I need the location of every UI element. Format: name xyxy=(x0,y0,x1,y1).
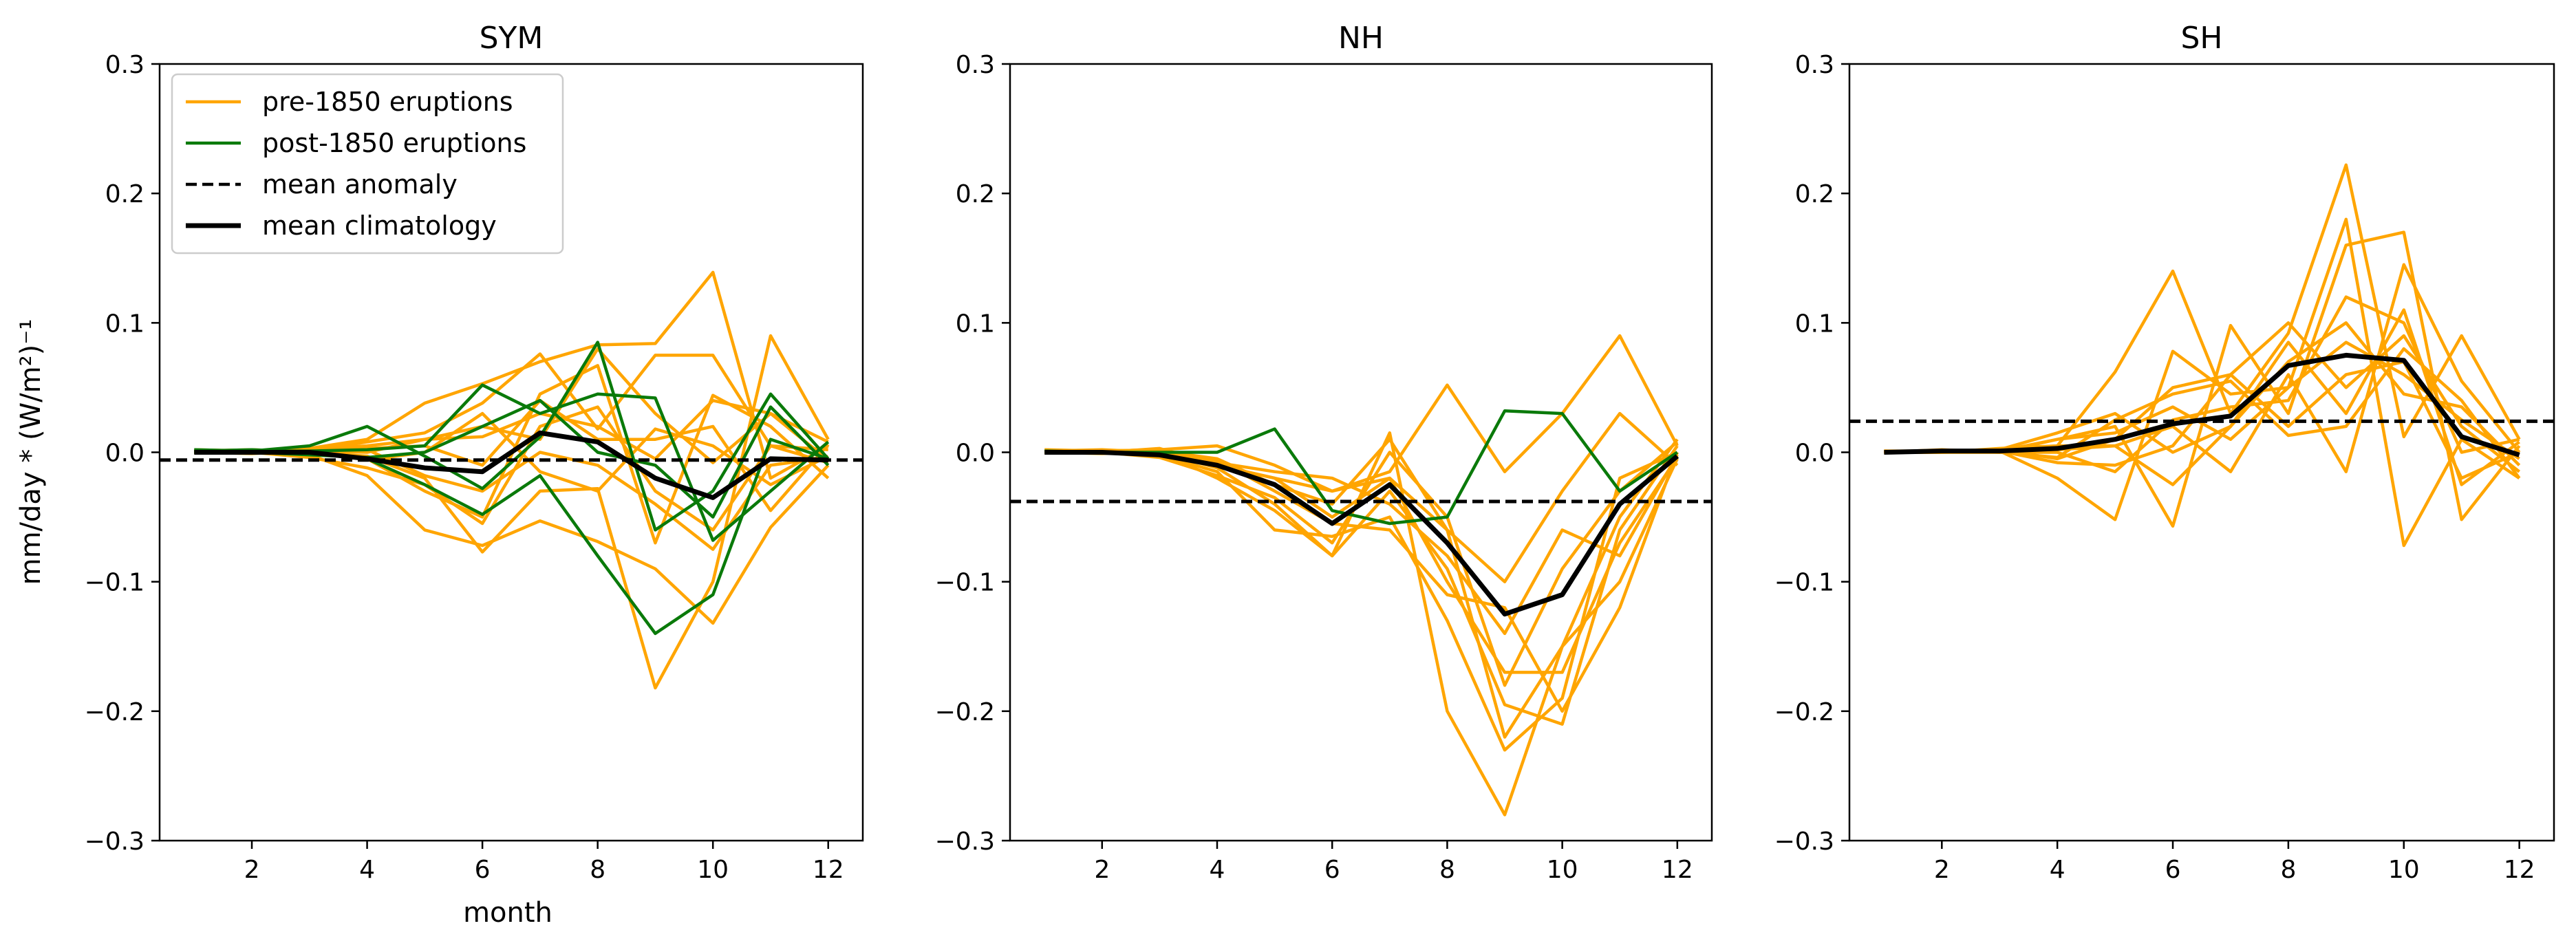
panel-title: SH xyxy=(2180,21,2222,56)
plot-area-nh xyxy=(1010,334,1712,817)
x-tick-label: 6 xyxy=(1324,856,1340,884)
x-tick-label: 6 xyxy=(475,856,491,884)
pre1850-line-9 xyxy=(1044,448,1679,713)
y-tick-label: 0.3 xyxy=(105,51,144,79)
y-tick-label: 0.1 xyxy=(956,310,995,338)
x-tick-label: 2 xyxy=(1094,856,1110,884)
panel-sym: 2 4 6 8 10 12 −0.3 −0.2 −0.1 0.0 0.1 0.2 0.3 SYM xyxy=(85,21,864,884)
y-tick-label: −0.2 xyxy=(935,698,995,726)
mean-climatology-line xyxy=(1884,352,2520,457)
x-tick-label: 12 xyxy=(813,856,844,884)
legend-item-pre1850: pre-1850 eruptions xyxy=(186,87,513,117)
y-tick-label: 0.2 xyxy=(1795,180,1834,208)
x-tick-label: 2 xyxy=(1934,856,1950,884)
post1850-line-2 xyxy=(194,438,829,636)
x-tick-label: 4 xyxy=(1210,856,1225,884)
x-tick-label: 6 xyxy=(2165,856,2181,884)
pre1850-line-7 xyxy=(194,405,829,532)
pre1850-line-5 xyxy=(1044,444,1679,726)
x-tick-label: 4 xyxy=(359,856,375,884)
legend-label-pre1850: pre-1850 eruptions xyxy=(262,87,513,117)
legend-frame xyxy=(171,73,564,255)
legend-label-mean-climatology: mean climatology xyxy=(262,210,497,241)
x-tick-label: 12 xyxy=(1662,856,1693,884)
pre1850-line-3 xyxy=(1884,230,2521,528)
y-tick-label: −0.1 xyxy=(85,569,144,597)
x-tick-label: 8 xyxy=(1439,856,1455,884)
plot-area-sym xyxy=(160,270,863,690)
y-tick-label: 0.1 xyxy=(1795,310,1834,338)
pre1850-line-2 xyxy=(1044,334,1679,493)
plot-area-sh xyxy=(1849,163,2554,548)
y-tick-label: 0.0 xyxy=(1795,440,1834,468)
legend-item-mean-climatology: mean climatology xyxy=(186,210,497,241)
mean-climatology-line xyxy=(194,430,828,500)
panel-sh: 2 4 6 8 10 12 −0.3 −0.2 −0.1 0.0 0.1 0.2 0.3 SH xyxy=(1774,21,2555,884)
y-tick-label: 0.0 xyxy=(105,440,144,468)
mean-climatology-line xyxy=(1044,450,1679,617)
x-tick-label: 12 xyxy=(2504,856,2535,884)
y-tick-label: −0.2 xyxy=(85,698,144,726)
y-tick-label: −0.1 xyxy=(935,569,995,597)
y-tick-label: −0.3 xyxy=(1774,828,1834,856)
x-tick-label: 10 xyxy=(2388,856,2420,884)
x-tick-label: 8 xyxy=(2280,856,2296,884)
x-tick-label: 2 xyxy=(244,856,260,884)
y-tick-label: −0.3 xyxy=(935,828,995,856)
x-tick-label: 10 xyxy=(697,856,729,884)
y-tick-label: 0.1 xyxy=(105,310,144,338)
y-tick-label: 0.3 xyxy=(1795,51,1834,79)
x-tick-label: 4 xyxy=(2050,856,2065,884)
y-tick-label: 0.2 xyxy=(105,180,144,208)
y-axis-title: mm/day * (W/m²)⁻¹ xyxy=(15,319,47,585)
y-tick-label: −0.2 xyxy=(1774,698,1834,726)
y-tick-label: 0.3 xyxy=(956,51,995,79)
x-tick-label: 10 xyxy=(1547,856,1578,884)
legend-label-post1850: post-1850 eruptions xyxy=(262,128,526,158)
legend-item-mean-anomaly: mean anomaly xyxy=(186,169,458,199)
panel-title: SYM xyxy=(480,21,544,56)
panel-title: NH xyxy=(1338,21,1384,56)
x-tick-label: 8 xyxy=(590,856,605,884)
legend-label-mean-anomaly: mean anomaly xyxy=(262,169,458,199)
panel-nh: 2 4 6 8 10 12 −0.3 −0.2 −0.1 0.0 0.1 0.2 0.3 NH xyxy=(935,21,1713,884)
y-tick-label: −0.1 xyxy=(1774,569,1834,597)
post1850-line-1 xyxy=(194,341,830,532)
y-tick-label: 0.2 xyxy=(956,180,995,208)
legend-item-post1850: post-1850 eruptions xyxy=(186,128,526,158)
y-tick-label: 0.0 xyxy=(956,440,995,468)
y-tick-label: −0.3 xyxy=(85,828,144,856)
legend: pre-1850 eruptions post-1850 eruptions m… xyxy=(171,73,564,255)
x-axis-title: month xyxy=(463,897,552,929)
